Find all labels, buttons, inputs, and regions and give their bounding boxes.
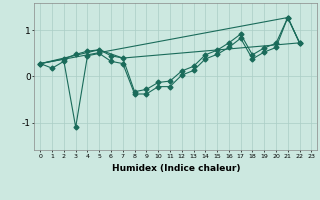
X-axis label: Humidex (Indice chaleur): Humidex (Indice chaleur) bbox=[112, 164, 240, 173]
